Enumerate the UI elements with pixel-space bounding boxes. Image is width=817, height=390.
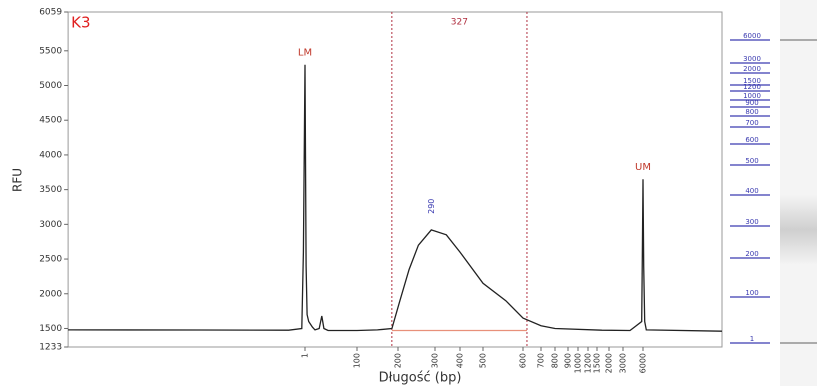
ladder-label: 100 bbox=[745, 289, 758, 297]
x-tick-label: 800 bbox=[551, 353, 560, 368]
x-tick-label: 100 bbox=[353, 353, 362, 368]
x-tick-label: 400 bbox=[456, 353, 465, 368]
gel-lane bbox=[780, 0, 817, 386]
x-tick-label: 1200 bbox=[584, 353, 593, 373]
y-tick-label: 5500 bbox=[39, 46, 62, 56]
y-tick-label: 1233 bbox=[39, 343, 62, 353]
x-tick-label: 2000 bbox=[605, 353, 614, 373]
y-tick-label: 6059 bbox=[39, 8, 62, 18]
y-axis-label: RFU bbox=[11, 168, 25, 192]
gel-smear bbox=[780, 195, 817, 265]
x-tick-label: 500 bbox=[479, 353, 488, 368]
ladder-label: 200 bbox=[745, 250, 758, 258]
sample-label: K3 bbox=[71, 14, 90, 32]
electropherogram: RFU Długość (bp) K3123315002000250030003… bbox=[0, 0, 817, 386]
ladder-label: 3000 bbox=[743, 55, 761, 63]
x-tick-label: 200 bbox=[394, 353, 403, 368]
peak-label: 290 bbox=[427, 199, 436, 214]
y-tick-label: 5000 bbox=[39, 81, 62, 91]
y-tick-label: 3000 bbox=[39, 220, 62, 230]
ladder-label: 500 bbox=[745, 157, 758, 165]
trace bbox=[68, 65, 722, 332]
y-tick-label: 1500 bbox=[39, 324, 62, 334]
x-tick-label: 700 bbox=[537, 353, 546, 368]
ladder-label: 600 bbox=[745, 136, 758, 144]
x-tick-label: 300 bbox=[431, 353, 440, 368]
ladder-label: 1200 bbox=[743, 83, 761, 91]
ladder-label: 2000 bbox=[743, 65, 761, 73]
x-tick-label: 6000 bbox=[639, 353, 648, 373]
peak-label: LM bbox=[298, 48, 312, 59]
ladder-label: 6000 bbox=[743, 32, 761, 40]
x-tick-label: 600 bbox=[519, 353, 528, 368]
y-tick-label: 4000 bbox=[39, 150, 62, 160]
region-label: 327 bbox=[451, 18, 468, 28]
y-tick-label: 2000 bbox=[39, 289, 62, 299]
y-tick-label: 3500 bbox=[39, 185, 62, 195]
x-tick-label: 900 bbox=[564, 353, 573, 368]
ladder-label: 800 bbox=[745, 108, 758, 116]
ladder-label: 400 bbox=[745, 187, 758, 195]
x-tick-label: 1 bbox=[301, 353, 310, 358]
x-tick-label: 1000 bbox=[574, 353, 583, 373]
ladder-label: 900 bbox=[745, 99, 758, 107]
x-tick-label: 1500 bbox=[593, 353, 602, 373]
ladder-label: 1 bbox=[750, 335, 754, 343]
y-tick-label: 2500 bbox=[39, 255, 62, 265]
plot-frame bbox=[68, 12, 722, 347]
ladder-label: 700 bbox=[745, 119, 758, 127]
y-tick-label: 4500 bbox=[39, 116, 62, 126]
ladder-label: 300 bbox=[745, 218, 758, 226]
peak-label: UM bbox=[635, 162, 651, 173]
x-tick-label: 3000 bbox=[619, 353, 628, 373]
x-axis-label: Długość (bp) bbox=[379, 371, 462, 386]
